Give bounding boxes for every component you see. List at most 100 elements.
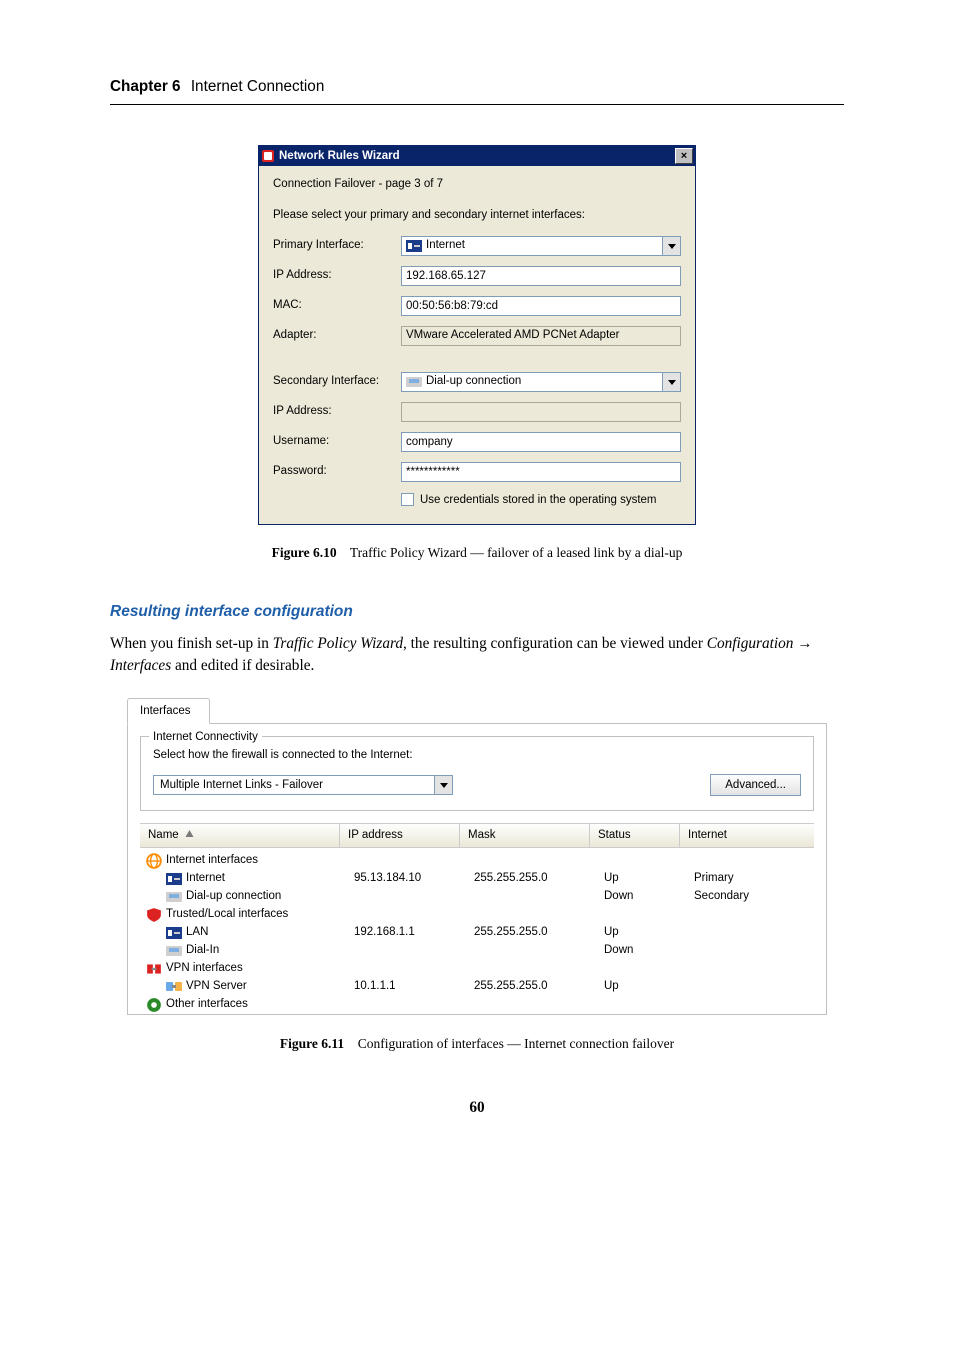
tree-row[interactable]: VPN Server10.1.1.1255.255.255.0Up	[144, 978, 814, 996]
tree-cell-status: Up	[596, 870, 686, 887]
figure-611-number: Figure 6.11	[280, 1036, 344, 1051]
tree-row-name: Dial-In	[186, 942, 219, 959]
vpngrp-icon	[146, 962, 162, 976]
tree-cell-status: Down	[596, 888, 686, 905]
username-field[interactable]	[401, 432, 681, 452]
col-status[interactable]: Status	[590, 824, 680, 847]
advanced-button[interactable]: Advanced...	[710, 774, 801, 796]
tree-row-name: Internet interfaces	[166, 852, 258, 869]
dropdown-arrow-icon	[662, 373, 680, 391]
dialup-icon	[166, 890, 182, 904]
username-input[interactable]	[406, 433, 680, 451]
globe-icon	[146, 854, 162, 868]
col-name[interactable]: Name	[140, 824, 340, 847]
wizard-instruction: Please select your primary and secondary…	[273, 207, 681, 224]
password-label: Password:	[273, 463, 401, 480]
app-icon	[261, 149, 275, 163]
tree-row[interactable]: VPN interfaces	[144, 960, 814, 978]
tree-cell-status: Up	[596, 978, 686, 995]
interfaces-tree: Internet interfacesInternet95.13.184.102…	[140, 848, 814, 1014]
sort-asc-icon	[185, 827, 194, 844]
primary-interface-dropdown[interactable]: Internet	[401, 236, 681, 256]
chapter-title: Internet Connection	[191, 78, 325, 95]
nic-icon	[166, 926, 182, 940]
secondary-interface-label: Secondary Interface:	[273, 373, 401, 390]
tree-row[interactable]: Trusted/Local interfaces	[144, 906, 814, 924]
tree-cell-status: Up	[596, 924, 686, 941]
tree-row[interactable]: Internet interfaces	[144, 852, 814, 870]
col-internet[interactable]: Internet	[680, 824, 814, 847]
internet-connectivity-fieldset: Internet Connectivity Select how the fir…	[140, 736, 814, 811]
tree-row[interactable]: LAN 192.168.1.1255.255.255.0Up	[144, 924, 814, 942]
tree-cell-mask: 255.255.255.0	[466, 870, 596, 887]
tree-cell-internet: Secondary	[686, 888, 814, 905]
use-stored-credentials-label: Use credentials stored in the operating …	[420, 492, 657, 509]
dialog-title: Network Rules Wizard	[279, 148, 675, 165]
nic-icon	[406, 240, 422, 252]
ip-address-field[interactable]	[401, 266, 681, 286]
shield-icon	[146, 908, 162, 922]
chapter-heading: Chapter 6 Internet Connection	[110, 76, 844, 105]
other-icon	[146, 998, 162, 1012]
username-label: Username:	[273, 433, 401, 450]
adapter-label: Adapter:	[273, 327, 401, 344]
tree-row[interactable]: Internet95.13.184.10255.255.255.0UpPrima…	[144, 870, 814, 888]
mac-input[interactable]	[406, 297, 680, 315]
page-number: 60	[110, 1097, 844, 1119]
section-paragraph: When you finish set-up in Traffic Policy…	[110, 633, 844, 677]
figure-610-caption: Traffic Policy Wizard — failover of a le…	[350, 545, 683, 560]
dialup-icon	[166, 944, 182, 958]
fieldset-legend: Internet Connectivity	[149, 729, 262, 746]
tab-interfaces[interactable]: Interfaces	[127, 698, 210, 725]
ip-address-input[interactable]	[406, 267, 680, 285]
section-heading: Resulting interface configuration	[110, 601, 844, 623]
tree-row-name: Dial-up connection	[186, 888, 281, 905]
col-ip[interactable]: IP address	[340, 824, 460, 847]
dialup-icon	[406, 376, 422, 388]
ip-address2-field	[401, 402, 681, 422]
tree-cell-status: Down	[596, 942, 686, 959]
tree-cell-ip: 95.13.184.10	[346, 870, 466, 887]
use-stored-credentials-checkbox[interactable]	[401, 493, 414, 506]
figure-611-caption: Configuration of interfaces — Internet c…	[358, 1036, 674, 1051]
tree-row-name: Trusted/Local interfaces	[166, 906, 288, 923]
tree-row-name: Internet	[186, 870, 225, 887]
chapter-number: Chapter 6	[110, 78, 181, 95]
tree-cell-mask: 255.255.255.0	[466, 924, 596, 941]
interfaces-panel: Interfaces Internet Connectivity Select …	[126, 696, 828, 1016]
password-field[interactable]	[401, 462, 681, 482]
tree-row[interactable]: Dial-up connection DownSecondary	[144, 888, 814, 906]
connection-type-dropdown[interactable]: Multiple Internet Links - Failover	[153, 775, 453, 795]
interfaces-table-header: Name IP address Mask Status Internet	[140, 823, 814, 848]
tree-cell-ip: 192.168.1.1	[346, 924, 466, 941]
secondary-interface-dropdown[interactable]: Dial-up connection	[401, 372, 681, 392]
dropdown-arrow-icon	[662, 237, 680, 255]
password-input[interactable]	[406, 463, 680, 481]
dialog-title-bar: Network Rules Wizard ×	[259, 146, 695, 166]
close-button[interactable]: ×	[675, 148, 693, 164]
nic-icon	[166, 872, 182, 886]
mac-field[interactable]	[401, 296, 681, 316]
ip-address-label: IP Address:	[273, 267, 401, 284]
col-mask[interactable]: Mask	[460, 824, 590, 847]
figure-610-number: Figure 6.10	[272, 545, 337, 560]
secondary-interface-value: Dial-up connection	[426, 373, 521, 390]
vpnsrv-icon	[166, 980, 182, 994]
adapter-field: VMware Accelerated AMD PCNet Adapter	[401, 326, 681, 346]
tree-row-name: VPN Server	[186, 978, 247, 995]
tree-row[interactable]: Other interfaces	[144, 996, 814, 1014]
mac-label: MAC:	[273, 297, 401, 314]
connection-type-value: Multiple Internet Links - Failover	[160, 777, 323, 794]
tree-row[interactable]: Dial-In Down	[144, 942, 814, 960]
primary-interface-value: Internet	[426, 237, 465, 254]
tree-cell-mask: 255.255.255.0	[466, 978, 596, 995]
primary-interface-label: Primary Interface:	[273, 237, 401, 254]
tree-row-name: LAN	[186, 924, 208, 941]
adapter-value: VMware Accelerated AMD PCNet Adapter	[406, 327, 620, 344]
wizard-subtitle: Connection Failover - page 3 of 7	[273, 176, 681, 193]
network-rules-wizard-dialog: Network Rules Wizard × Connection Failov…	[258, 145, 696, 525]
tree-row-name: VPN interfaces	[166, 960, 243, 977]
ip-address2-label: IP Address:	[273, 403, 401, 420]
tree-row-name: Other interfaces	[166, 996, 248, 1013]
fieldset-text: Select how the firewall is connected to …	[153, 747, 801, 764]
